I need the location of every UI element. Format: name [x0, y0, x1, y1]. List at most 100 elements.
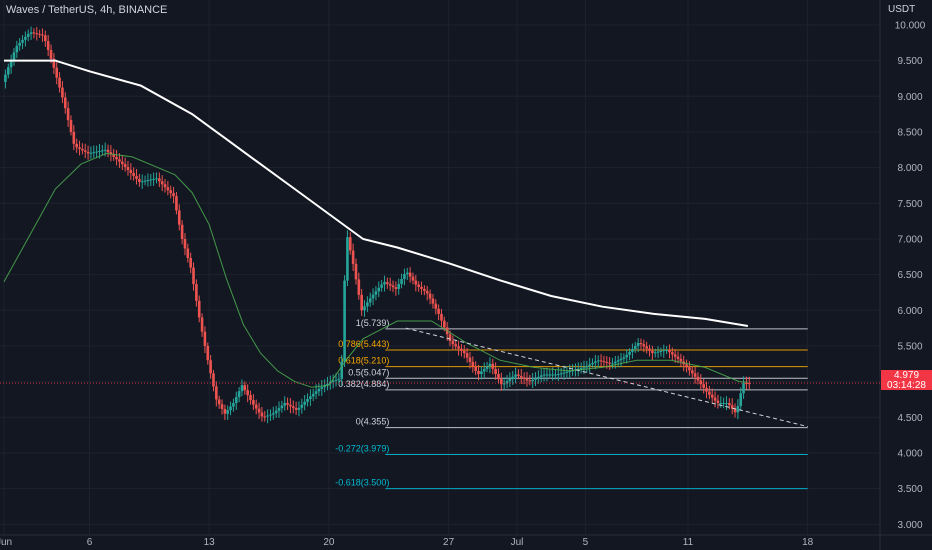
candle-body	[66, 108, 70, 121]
candle-body	[197, 300, 201, 318]
candle-body	[485, 366, 489, 369]
x-tick-label: 18	[802, 537, 814, 548]
candle-body	[494, 368, 497, 374]
candle-body	[252, 400, 255, 405]
candle-body	[4, 74, 7, 83]
candle-body	[303, 401, 306, 405]
candle-body	[175, 196, 178, 211]
candle-body	[625, 354, 629, 358]
candle-body	[411, 276, 415, 281]
y-tick-label: 7.000	[897, 234, 922, 245]
candle-body	[95, 151, 98, 153]
candle-body	[232, 403, 235, 407]
candle-body	[739, 393, 743, 407]
candle-body	[86, 151, 90, 154]
candle-body	[35, 33, 39, 35]
fib-retracement[interactable]: 1(5.739) 0.786(5.443) 0.618(5.210)0.5(5.04…	[335, 318, 808, 490]
candle-body	[366, 302, 369, 307]
candle-body	[405, 272, 409, 275]
candle-body	[311, 393, 315, 397]
candle-body	[294, 408, 298, 410]
candle-body	[696, 376, 700, 381]
candle-body	[146, 180, 150, 182]
x-tick-label: Jun	[0, 537, 12, 548]
y-tick-label: 9.000	[897, 92, 922, 103]
candle-body	[52, 58, 56, 68]
candle-body	[41, 34, 44, 36]
x-tick-label: 13	[204, 537, 216, 548]
candle-body	[351, 250, 355, 264]
candle-body	[135, 175, 138, 179]
trendline-line[interactable]	[405, 327, 808, 428]
candle-body	[254, 404, 258, 409]
candle-body	[326, 383, 329, 386]
candle-body	[528, 380, 532, 382]
candle-body	[380, 284, 383, 288]
candle-body	[340, 361, 344, 379]
candle-body	[257, 408, 261, 413]
symbol-title[interactable]: Waves / TetherUS, 4h, BINANCE	[6, 4, 168, 16]
candle-body	[280, 405, 284, 409]
candle-body	[443, 320, 446, 328]
fib-level-label: 0.618(5.210)	[338, 356, 389, 366]
candle-body	[708, 391, 711, 395]
candle-body	[471, 362, 475, 367]
candle-body	[676, 356, 680, 359]
candle-body	[363, 306, 366, 311]
candle-body	[383, 282, 386, 285]
candle-body	[659, 350, 663, 352]
fib-level-label: 0.5(5.047)	[348, 367, 389, 377]
candle-body	[317, 388, 321, 392]
candle-body	[462, 350, 466, 354]
last-price-value: 4.979	[893, 370, 920, 381]
candle-body	[645, 346, 648, 349]
fib-level-label: -0.618(3.500)	[335, 478, 389, 488]
candle-body	[639, 342, 643, 345]
candle-body	[143, 180, 147, 182]
candle-body	[534, 378, 537, 380]
y-tick-label: 5.500	[897, 341, 922, 352]
candle-body	[425, 290, 429, 294]
candle-body	[685, 364, 688, 368]
candle-body	[163, 184, 167, 188]
candle-body	[6, 67, 10, 75]
candle-body	[482, 368, 486, 372]
candle-body	[388, 283, 392, 286]
candle-body	[548, 374, 552, 376]
candle-body	[371, 294, 375, 299]
candle-body	[480, 371, 483, 374]
bar-countdown: 03:14:28	[887, 380, 926, 391]
candle-body	[343, 280, 346, 362]
candle-body	[576, 368, 580, 370]
candle-body	[246, 390, 249, 396]
y-tick-label: 3.000	[897, 520, 922, 531]
candle-body	[149, 179, 153, 181]
candle-body	[511, 376, 515, 379]
candle-body	[334, 379, 338, 381]
candle-body	[132, 172, 135, 176]
trendline[interactable]	[405, 327, 808, 428]
candle-body	[169, 190, 173, 194]
candle-body	[653, 352, 657, 354]
candle-body	[49, 49, 53, 59]
candle-body	[747, 383, 751, 385]
candle-body	[608, 362, 611, 364]
candle-body	[309, 396, 312, 399]
candle-body	[551, 374, 554, 376]
candle-body	[166, 187, 170, 191]
candle-body	[29, 32, 33, 34]
candle-body	[719, 403, 723, 405]
candle-body	[240, 385, 244, 392]
y-tick-label: 8.000	[897, 163, 922, 174]
candle-body	[55, 67, 59, 78]
y-tick-label: 10.000	[895, 20, 926, 31]
candle-body	[500, 379, 503, 385]
candle-body	[457, 346, 460, 349]
candle-body	[63, 97, 67, 109]
candle-body	[320, 387, 324, 389]
candle-body	[736, 406, 740, 413]
candle-body	[622, 357, 626, 359]
candle-body	[220, 404, 224, 409]
